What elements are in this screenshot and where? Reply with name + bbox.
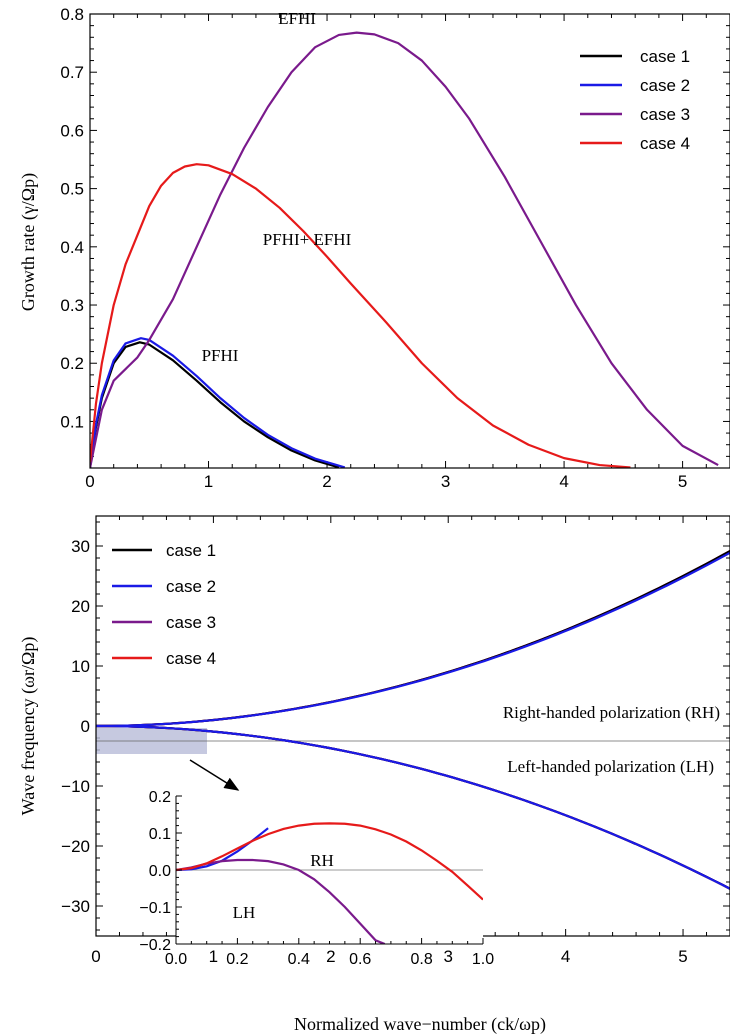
bottom-legend: case 1 case 2 case 3 case 4: [112, 541, 216, 668]
inset-x-tick-label: 0.8: [410, 951, 432, 968]
annotation-efhi: EFHI: [278, 9, 316, 28]
bottom-x-tick-label: 1: [209, 947, 218, 966]
bottom-legend-label: case 4: [166, 649, 216, 668]
top-legend-label: case 3: [640, 105, 690, 124]
inset-x-tick-label: 0.0: [165, 951, 187, 968]
bottom-y-axis-title: Wave frequency (ωr/Ωp): [18, 637, 39, 816]
inset-zoom-plot: 0.0 0.2 0.4 0.6 0.8 1.0 0.2 0.1 0.0 −0.1 −0.2 RH L…: [139, 789, 494, 968]
inset-y-tick-label: 0.1: [149, 826, 171, 843]
bottom-legend-label: case 3: [166, 613, 216, 632]
bottom-x-tick-label: 0: [91, 947, 100, 966]
bottom-x-tick-label: 5: [678, 947, 687, 966]
inset-x-tick-label: 0.4: [288, 951, 310, 968]
annotation-pfhi-efhi: PFHI+ EFHI: [263, 230, 352, 249]
top-y-tick-label: 0.3: [60, 296, 84, 315]
inset-y-tick-label: 0.2: [149, 789, 171, 806]
top-y-tick-label: 0.5: [60, 180, 84, 199]
top-legend: case 1 case 2 case 3 case 4: [580, 47, 690, 153]
inset-x-tick-label: 1.0: [472, 951, 494, 968]
top-x-tick-label: 1: [204, 472, 213, 491]
top-x-tick-label: 4: [559, 472, 568, 491]
inset-y-tick-label: −0.2: [139, 937, 171, 954]
top-series-line-case-3: [90, 31, 719, 468]
zoom-arrow: [189, 759, 240, 791]
top-x-tick-label: 5: [678, 472, 687, 491]
inset-series-line-case-3: [176, 858, 386, 944]
top-x-tick-label: 2: [322, 472, 331, 491]
bottom-legend-label: case 2: [166, 577, 216, 596]
top-x-tick-label: 3: [441, 472, 450, 491]
top-y-tick-label: 0.1: [60, 412, 84, 431]
top-series-line-case-4: [90, 163, 631, 468]
bottom-x-axis-title: Normalized wave−number (ck/ωp): [294, 1014, 546, 1035]
bottom-series-rh-case-2: [96, 551, 730, 728]
bottom-tick-labels: 0 1 2 3 4 5 30 20 10 0 −10 −20 −30: [61, 537, 688, 966]
top-x-tick-label: 0: [85, 472, 94, 491]
bottom-x-tick-label: 4: [561, 947, 570, 966]
inset-y-tick-label: 0.0: [149, 863, 171, 880]
top-plot-frame: [89, 13, 730, 469]
growth-rate-panel: 0 1 2 3 4 5 0.1 0.2 0.3 0.4 0.5 0.6 0.7 0.8 Growth ra…: [18, 5, 730, 491]
bottom-x-tick-label: 2: [326, 947, 335, 966]
top-y-tick-label: 0.2: [60, 354, 84, 373]
bottom-y-tick-label: −30: [61, 897, 90, 916]
annotation-rh: Right-handed polarization (RH): [503, 703, 720, 722]
inset-x-tick-label: 0.2: [226, 951, 248, 968]
top-y-tick-label: 0.4: [60, 238, 84, 257]
inset-curves: [176, 822, 483, 944]
bottom-series-lh-case-2: [96, 724, 730, 890]
inset-y-tick-label: −0.1: [139, 900, 171, 917]
wave-frequency-panel: 0 1 2 3 4 5 30 20 10 0 −10 −20 −30 Wave frequency (ω…: [18, 515, 730, 1035]
top-y-axis-title: Growth rate (γ/Ωp): [18, 173, 39, 311]
top-axis-ticks: [89, 13, 730, 469]
annotation-lh: Left-handed polarization (LH): [507, 757, 714, 776]
bottom-y-tick-label: −20: [61, 837, 90, 856]
bottom-curves: [96, 550, 730, 890]
top-y-tick-label: 0.8: [60, 5, 84, 24]
top-legend-label: case 1: [640, 47, 690, 66]
top-curves: [90, 31, 719, 468]
bottom-x-tick-label: 3: [443, 947, 452, 966]
bottom-y-tick-label: 10: [71, 657, 90, 676]
annotation-pfhi: PFHI: [202, 346, 239, 365]
inset-tick-labels: 0.0 0.2 0.4 0.6 0.8 1.0 0.2 0.1 0.0 −0.1 −0.2: [139, 789, 494, 968]
top-y-tick-label: 0.6: [60, 121, 84, 140]
inset-series-line-case-4: [176, 822, 483, 901]
inset-annotation-lh: LH: [233, 903, 256, 922]
bottom-y-tick-label: 20: [71, 597, 90, 616]
bottom-y-tick-label: −10: [61, 777, 90, 796]
bottom-legend-label: case 1: [166, 541, 216, 560]
top-legend-label: case 2: [640, 76, 690, 95]
top-y-tick-label: 0.7: [60, 63, 84, 82]
inset-x-tick-label: 0.6: [349, 951, 371, 968]
bottom-y-tick-label: 30: [71, 537, 90, 556]
bottom-y-tick-label: 0: [81, 717, 90, 736]
top-tick-labels: 0 1 2 3 4 5 0.1 0.2 0.3 0.4 0.5 0.6 0.7 0.8: [60, 5, 687, 491]
top-series-line-case-2: [90, 337, 346, 468]
top-legend-label: case 4: [640, 134, 690, 153]
inset-annotation-rh: RH: [310, 851, 334, 870]
